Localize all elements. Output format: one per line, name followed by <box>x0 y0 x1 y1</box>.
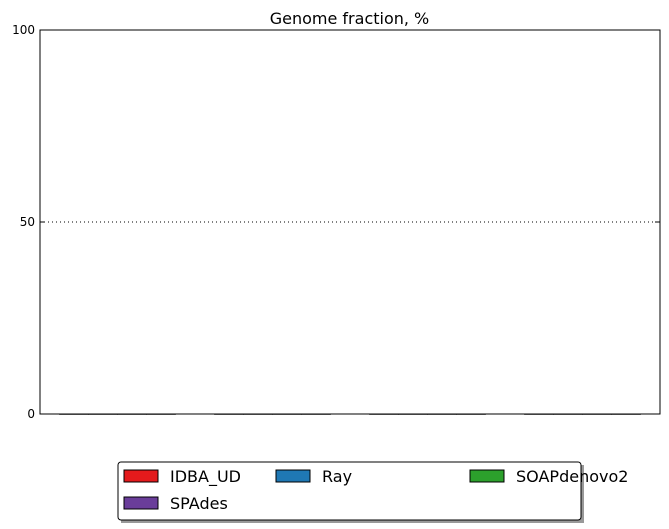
legend: IDBA_UD Ray SOAPdenovo2 SPAdes <box>117 461 628 523</box>
y-tick-label: 50 <box>20 215 35 229</box>
legend-label: IDBA_UD <box>170 467 241 487</box>
legend-label: SPAdes <box>170 494 228 513</box>
legend-swatch <box>123 469 159 483</box>
y-tick-label: 0 <box>27 407 35 421</box>
y-tick-label: 100 <box>12 23 35 37</box>
y-axis: 0 50 100 <box>12 23 660 421</box>
chart-title: Genome fraction, % <box>270 9 430 28</box>
legend-swatch <box>275 469 311 483</box>
legend-box <box>117 461 582 521</box>
legend-items: IDBA_UD Ray SOAPdenovo2 SPAdes <box>123 467 628 513</box>
legend-label: Ray <box>322 467 352 486</box>
legend-swatch <box>123 496 159 510</box>
legend-swatch <box>469 469 505 483</box>
legend-label: SOAPdenovo2 <box>516 467 628 486</box>
